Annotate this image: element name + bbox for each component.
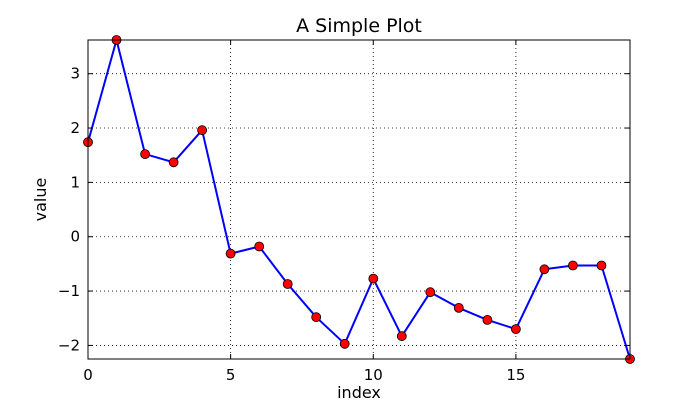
data-point bbox=[511, 324, 521, 335]
data-point bbox=[254, 241, 265, 252]
data-point bbox=[225, 248, 236, 259]
data-point bbox=[282, 279, 293, 289]
ticks: 0 5 10 15 −2 −1 0 1 2 3 bbox=[58, 40, 630, 384]
series-layer bbox=[83, 35, 635, 364]
x-tick-label: 15 bbox=[506, 366, 525, 384]
data-point bbox=[368, 273, 379, 284]
y-tick-label: 0 bbox=[70, 228, 80, 246]
y-tick-label: −1 bbox=[58, 282, 80, 300]
data-point bbox=[568, 260, 578, 271]
y-tick-label: −2 bbox=[58, 336, 80, 354]
data-point bbox=[596, 260, 607, 271]
x-tick-label: 5 bbox=[226, 366, 236, 384]
chart-title: A Simple Plot bbox=[296, 15, 422, 37]
series-line bbox=[87, 39, 631, 360]
data-point bbox=[339, 338, 350, 349]
data-point bbox=[453, 302, 464, 313]
data-point bbox=[197, 125, 208, 136]
y-tick-label: 1 bbox=[70, 173, 80, 191]
data-point bbox=[311, 312, 322, 323]
data-point bbox=[482, 314, 493, 325]
data-point bbox=[168, 157, 179, 168]
data-point bbox=[396, 331, 407, 342]
x-tick-label: 10 bbox=[364, 366, 383, 384]
axes-frame bbox=[87, 39, 631, 360]
y-axis-label: value bbox=[31, 178, 50, 222]
data-point bbox=[539, 264, 550, 275]
x-axis-label: index bbox=[337, 383, 381, 400]
data-point bbox=[425, 287, 436, 298]
y-tick-label: 3 bbox=[70, 65, 80, 83]
y-tick-label: 2 bbox=[70, 119, 80, 137]
data-point bbox=[140, 149, 151, 160]
x-tick-label: 0 bbox=[83, 366, 93, 384]
